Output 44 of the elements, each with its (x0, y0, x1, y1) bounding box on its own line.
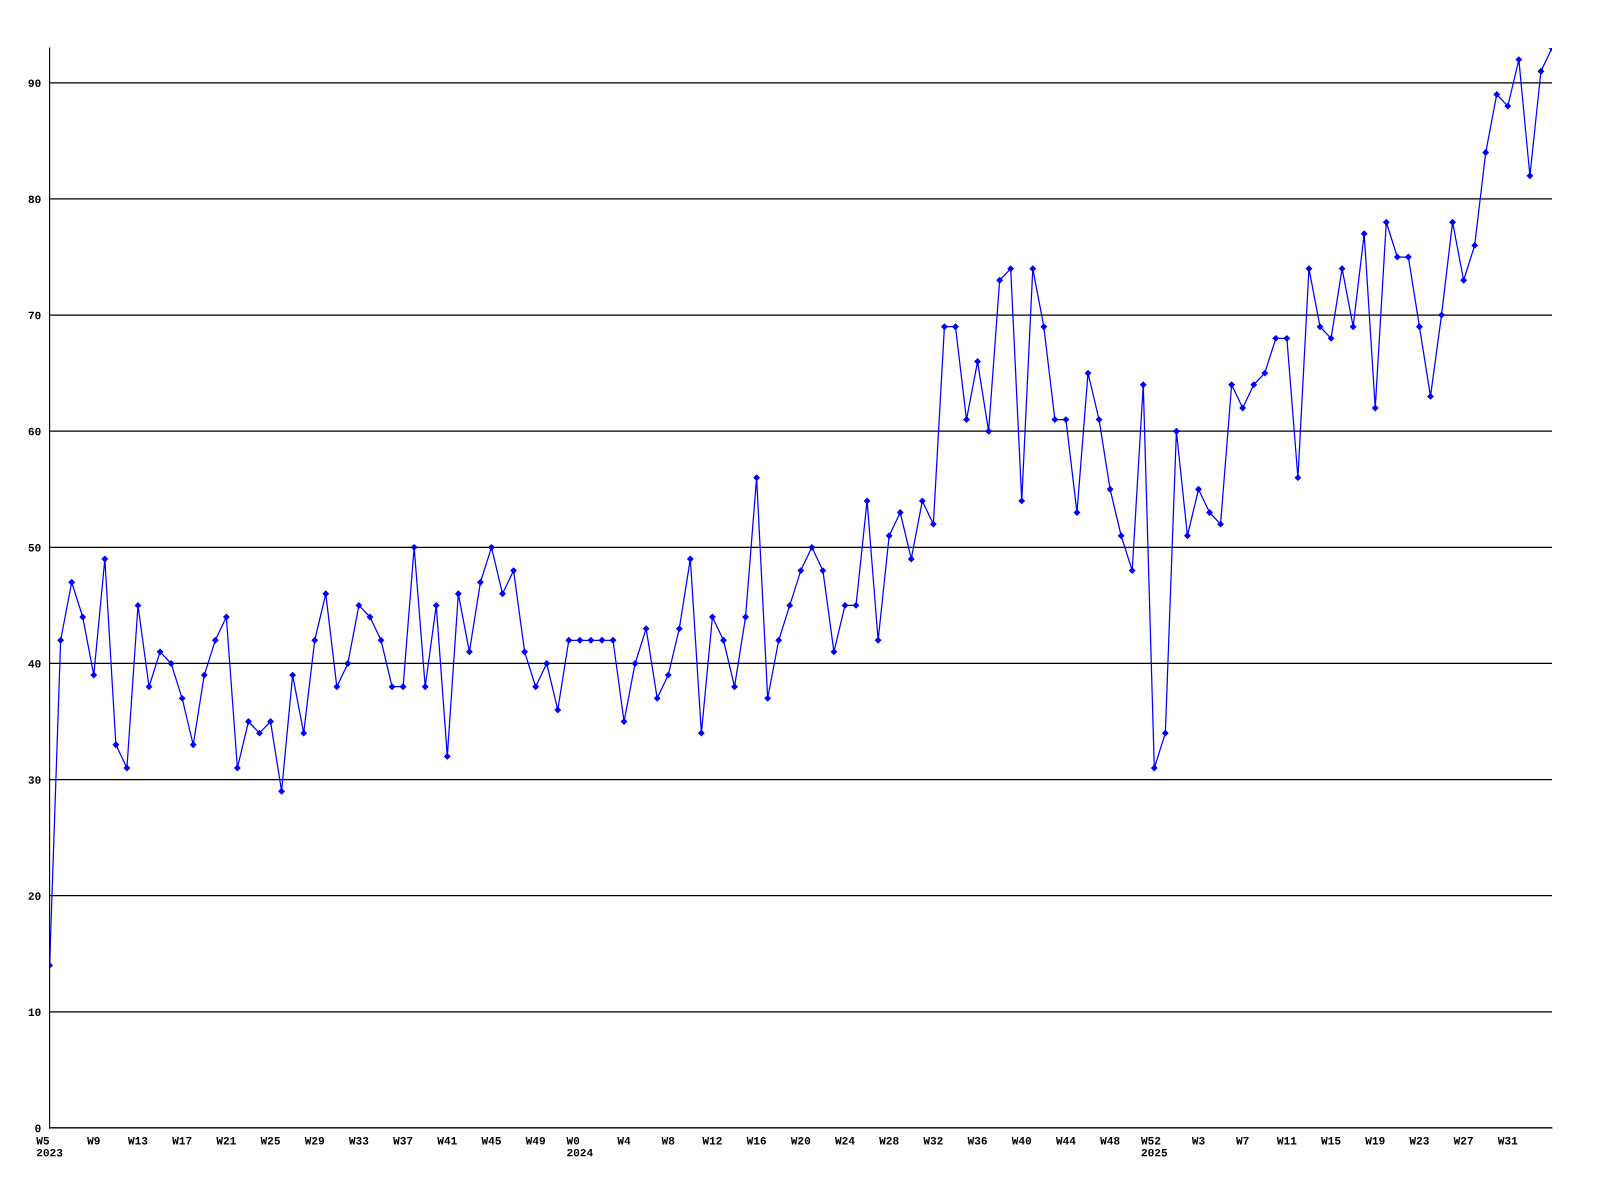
y-tick-label: 60 (28, 427, 41, 436)
x-tick-label: W29 (304, 1136, 325, 1145)
y-tick-label: 50 (28, 543, 41, 552)
x-tick-label: W44 (1055, 1137, 1076, 1145)
y-tick-label: 10 (28, 1008, 41, 1017)
x-tick-label: W23 (1409, 1136, 1429, 1145)
x-tick-label: W17 (172, 1137, 192, 1145)
x-tick-label: W20 (790, 1136, 811, 1145)
y-tick-label: 90 (28, 79, 41, 87)
x-tick-label: W48 (1100, 1136, 1120, 1145)
x-tick-label: W13 (127, 1136, 148, 1145)
x-tick-label: W7 (1236, 1137, 1249, 1145)
x-tick-label: W41 (437, 1137, 457, 1145)
y-tick-label: 30 (28, 776, 41, 784)
x-tick-label: W11 (1276, 1137, 1297, 1145)
x-tick-label: W5 2023 (36, 1137, 63, 1157)
x-tick-label: W16 (746, 1136, 766, 1145)
x-tick-label: W49 (525, 1136, 545, 1145)
x-tick-label: W19 (1365, 1136, 1385, 1145)
y-tick-label: 20 (28, 892, 41, 900)
x-tick-label: W15 (1321, 1137, 1341, 1145)
y-tick-label: 40 (28, 660, 41, 668)
x-tick-label: W37 (393, 1136, 413, 1145)
x-tick-label: W52 2025 (1140, 1136, 1168, 1157)
x-tick-label: W40 (1011, 1136, 1032, 1145)
x-tick-label: W36 (967, 1136, 987, 1145)
x-tick-label: W28 (879, 1136, 899, 1145)
x-tick-label: W4 (617, 1137, 631, 1145)
x-tick-label: W24 (834, 1136, 855, 1145)
x-tick-label: W32 (923, 1136, 943, 1145)
x-tick-label: W25 (260, 1136, 280, 1145)
x-tick-label: W21 (216, 1136, 236, 1145)
y-tick-label: 70 (28, 311, 41, 320)
x-tick-label: W0 2024 (566, 1136, 593, 1157)
x-tick-label: W33 (348, 1136, 369, 1145)
x-tick-label: W27 (1453, 1136, 1473, 1145)
x-tick-label: W31 (1497, 1136, 1518, 1145)
y-tick-label: 80 (28, 195, 41, 204)
x-tick-label: W3 (1191, 1136, 1205, 1145)
y-tick-label: 0 (35, 1124, 41, 1133)
x-tick-label: W8 (661, 1136, 675, 1145)
x-tick-label: W45 (481, 1137, 501, 1145)
x-tick-label: W12 (702, 1136, 722, 1145)
x-tick-label: W9 (87, 1136, 100, 1145)
